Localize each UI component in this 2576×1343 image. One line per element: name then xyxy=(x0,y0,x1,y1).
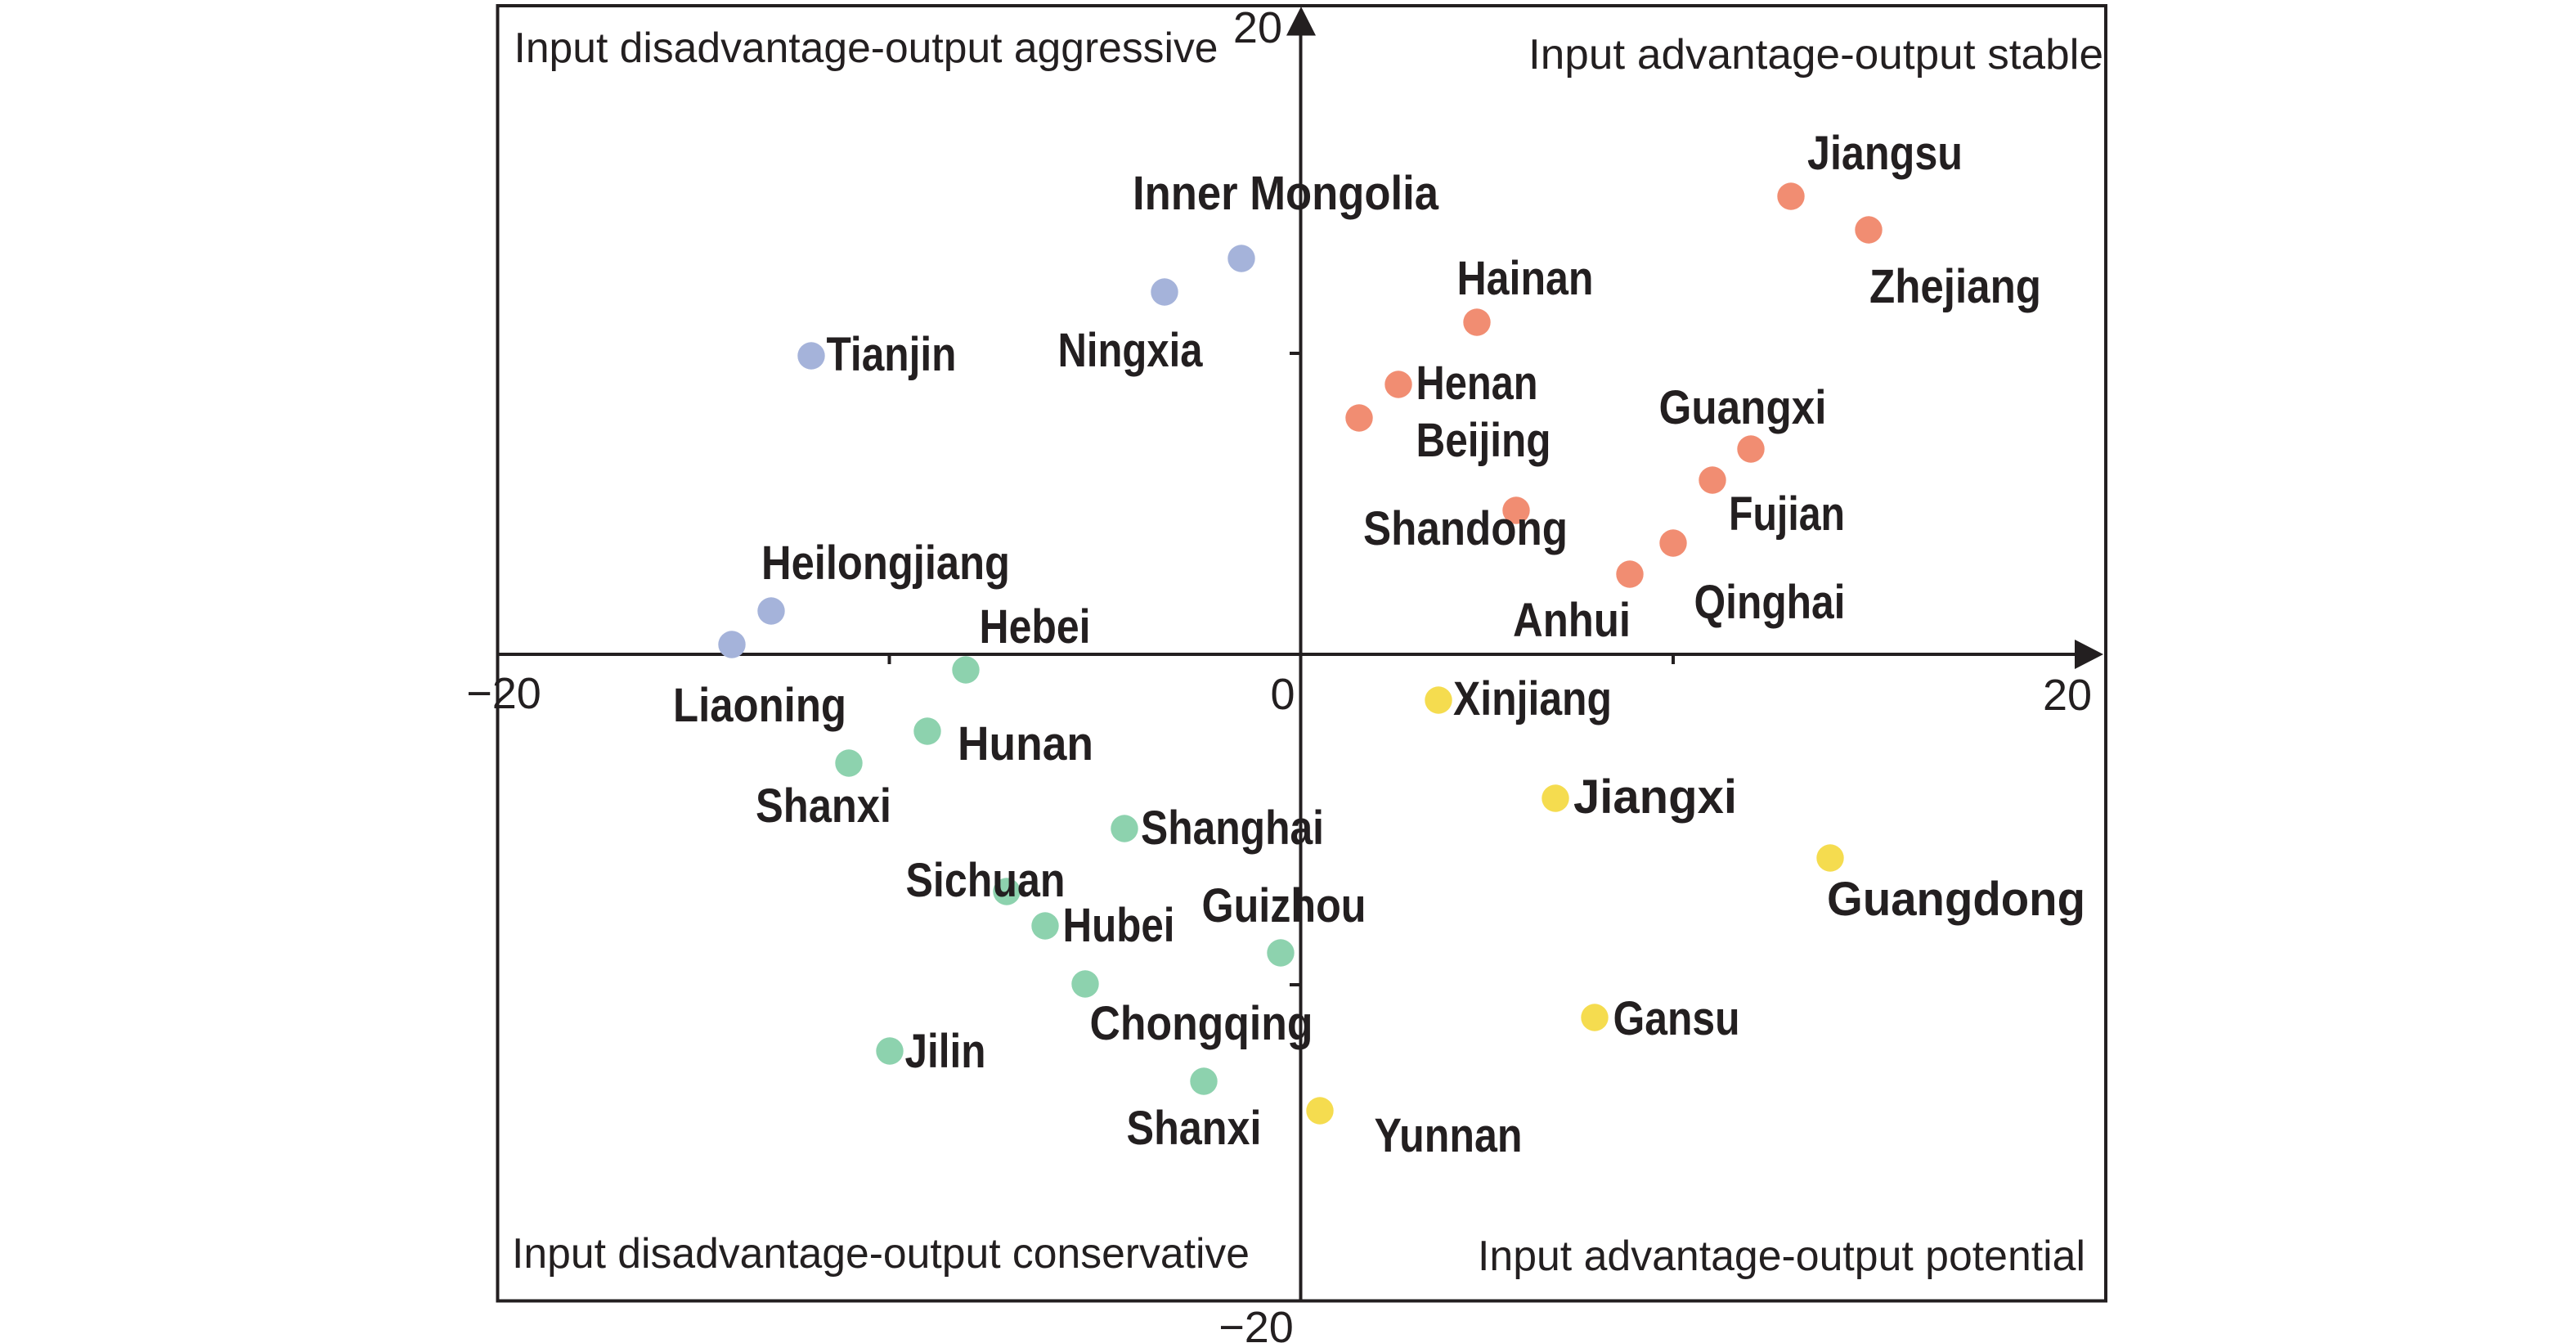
svg-text:Yunnan: Yunnan xyxy=(1375,1109,1523,1162)
svg-text:Hebei: Hebei xyxy=(980,600,1091,654)
svg-text:20: 20 xyxy=(2043,671,2092,720)
svg-text:Hubei: Hubei xyxy=(1063,899,1175,952)
svg-text:Hainan: Hainan xyxy=(1457,252,1594,305)
svg-text:Jiangsu: Jiangsu xyxy=(1807,127,1963,180)
svg-text:Guangdong: Guangdong xyxy=(1827,873,2085,926)
svg-text:Guizhou: Guizhou xyxy=(1202,879,1367,932)
svg-text:20: 20 xyxy=(1233,3,1282,52)
svg-text:Input advantage-output stable: Input advantage-output stable xyxy=(1528,31,2103,79)
svg-text:Ningxia: Ningxia xyxy=(1058,324,1204,377)
svg-text:Xinjiang: Xinjiang xyxy=(1453,672,1612,725)
svg-text:Sichuan: Sichuan xyxy=(906,854,1066,907)
svg-text:Inner Mongolia: Inner Mongolia xyxy=(1133,167,1439,220)
svg-text:Anhui: Anhui xyxy=(1513,594,1631,647)
svg-text:Jiangxi: Jiangxi xyxy=(1573,770,1737,824)
svg-text:Henan: Henan xyxy=(1416,357,1538,410)
svg-text:Beijing: Beijing xyxy=(1416,414,1551,467)
svg-text:Zhejiang: Zhejiang xyxy=(1869,260,2041,313)
svg-text:Guangxi: Guangxi xyxy=(1659,381,1827,434)
svg-text:Input disadvantage-output cons: Input disadvantage-output conservative xyxy=(512,1230,1250,1278)
svg-text:Hunan: Hunan xyxy=(958,717,1093,770)
svg-text:−20: −20 xyxy=(1218,1303,1294,1343)
svg-text:Heilongjiang: Heilongjiang xyxy=(761,537,1010,590)
svg-text:0: 0 xyxy=(1270,670,1295,719)
svg-text:Fujian: Fujian xyxy=(1729,487,1845,541)
svg-text:Input disadvantage-output aggr: Input disadvantage-output aggressive xyxy=(514,25,1218,72)
svg-text:Shandong: Shandong xyxy=(1363,502,1568,555)
svg-text:Shanxi: Shanxi xyxy=(1127,1102,1262,1155)
svg-text:Jilin: Jilin xyxy=(905,1025,986,1078)
svg-text:Qinghai: Qinghai xyxy=(1694,576,1846,629)
svg-text:Chongqing: Chongqing xyxy=(1090,997,1313,1050)
svg-text:Shanghai: Shanghai xyxy=(1141,802,1324,855)
svg-text:Gansu: Gansu xyxy=(1613,992,1740,1045)
svg-text:Tianjin: Tianjin xyxy=(827,328,957,381)
svg-text:Liaoning: Liaoning xyxy=(673,679,846,732)
svg-text:−20: −20 xyxy=(466,669,541,718)
svg-text:Shanxi: Shanxi xyxy=(756,779,891,833)
svg-text:Input advantage-output potenti: Input advantage-output potential xyxy=(1478,1233,2085,1280)
